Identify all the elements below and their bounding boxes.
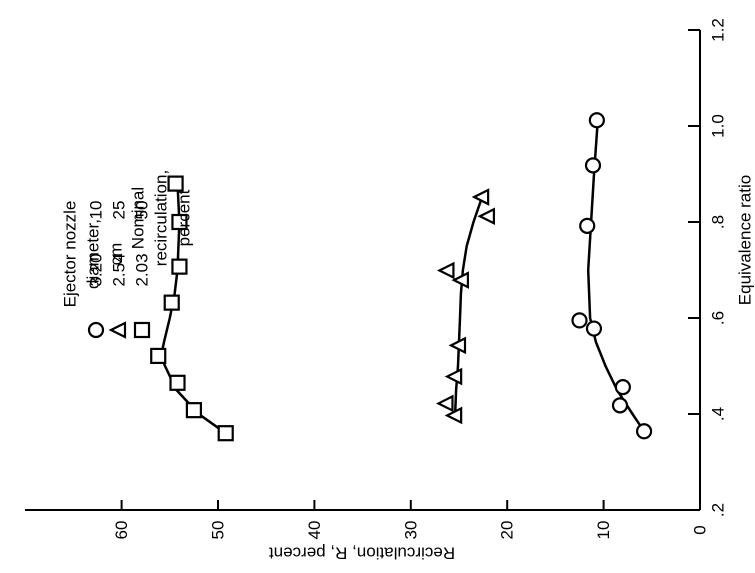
legend-marker-circle [87,321,105,339]
data-point-triangle-3 [448,336,467,355]
legend-marker-triangle [108,321,127,339]
legend-header-recirculation-2: percent [175,189,194,246]
x-tick-label-0: .2 [709,503,728,517]
y-tick-label-5: 50 [209,521,228,540]
x-tick-label-5: 1.2 [709,18,728,42]
data-point-square-2 [169,374,186,391]
legend-header-diameter-1: diameter, [84,219,103,289]
data-point-triangle-6 [477,207,496,226]
legend-marker-square [133,321,151,339]
x-tick-label-4: 1.0 [709,114,728,138]
y-tick-label-1: 10 [594,521,613,540]
data-point-circle-4 [571,312,588,329]
y-tick-label-6: 60 [112,521,131,540]
data-point-circle-6 [584,157,602,174]
data-point-square-5 [171,258,188,275]
y-axis-title: Recirculation, R, percent [269,544,455,563]
legend-recirculation-1: 25 [110,201,129,220]
data-point-triangle-0 [444,406,463,425]
legend-recirculation-2: 50 [133,201,152,220]
x-tick-label-1: .4 [709,407,728,421]
y-tick-label-0: 0 [691,525,710,534]
legend-diameter-1: 2.54 [110,253,129,286]
data-point-triangle-4 [451,271,469,289]
legend-header-recirculation-0: Nominal [129,187,148,249]
y-tick-label-2: 20 [498,521,517,540]
legend-diameter-0: 3.20 [87,253,106,286]
legend-header-diameter-2: cm [107,243,126,266]
x-tick-label-3: .8 [709,215,728,229]
data-point-circle-5 [579,217,596,234]
x-tick-label-2: .6 [709,311,728,325]
y-tick-label-4: 40 [305,521,324,540]
legend-diameter-2: 2.03 [133,253,152,286]
data-point-square-0 [217,425,234,442]
data-point-square-1 [185,402,202,419]
data-point-square-3 [150,347,167,365]
data-point-triangle-1 [436,394,454,413]
x-axis-title: Equivalence ratio [736,175,755,305]
y-tick-label-3: 30 [401,521,420,540]
data-point-square-4 [163,294,180,311]
data-point-circle-7 [588,112,605,129]
data-point-circle-3 [585,320,603,337]
data-point-circle-2 [614,379,631,396]
data-point-triangle-7 [471,188,490,206]
data-point-square-6 [171,213,188,231]
legend-recirculation-0: 10 [87,201,106,220]
data-point-circle-1 [611,397,629,414]
data-point-triangle-5 [436,261,455,280]
legend-header-diameter-0: Ejector nozzle [61,201,80,308]
data-point-triangle-2 [444,367,463,386]
legend-header-recirculation-1: recirculation, [152,170,171,266]
data-point-circle-0 [635,423,653,440]
data-point-square-7 [167,175,184,192]
series-square-curve [159,183,227,435]
